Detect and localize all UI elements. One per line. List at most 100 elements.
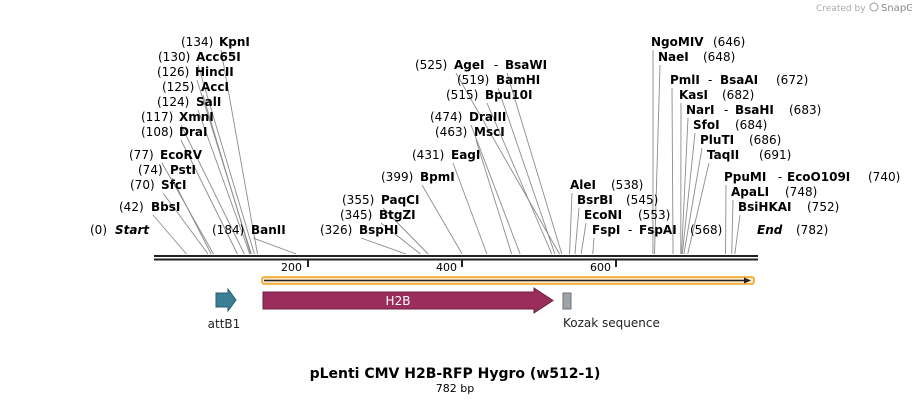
site-line-econi	[580, 222, 587, 255]
site-apali[interactable]: ApaLI	[731, 185, 769, 199]
site-pos-ecoo109i: (740)	[868, 170, 900, 184]
site-line-sfoi	[681, 132, 696, 255]
site-ecorv[interactable]: EcoRV	[160, 148, 203, 162]
site-pos-msci: (463)	[435, 125, 467, 139]
site-paqci[interactable]: PaqCI	[381, 193, 419, 207]
site-acci[interactable]: AccI	[201, 80, 229, 94]
kozak-box[interactable]	[562, 292, 572, 310]
site-lines	[152, 49, 741, 255]
snapgene-logo-icon	[869, 2, 879, 12]
site-banii[interactable]: BanII	[251, 223, 286, 237]
feature-h2b[interactable]: H2B	[262, 287, 554, 314]
site-line-agei	[455, 72, 560, 255]
feature-label-kozak: Kozak sequence	[563, 316, 660, 330]
site-pos-kpni: (134)	[181, 35, 213, 49]
site-bsphi[interactable]: BspHI	[359, 223, 398, 237]
site-acc65i[interactable]: Acc65I	[196, 50, 241, 64]
site-agei[interactable]: AgeI	[454, 58, 484, 72]
site-line-draiii	[470, 124, 521, 255]
site-line-sfci	[162, 192, 209, 255]
site-pos-bsahi: (683)	[789, 103, 821, 117]
site-bamhi[interactable]: BamHI	[496, 73, 540, 87]
site-bbsi[interactable]: BbsI	[151, 200, 180, 214]
site-line-bsphi	[360, 237, 406, 255]
site-eagi[interactable]: EagI	[451, 148, 480, 162]
site-line-eagi	[452, 162, 488, 255]
site-bsawi[interactable]: BsaWI	[505, 58, 547, 72]
site-bsrbi[interactable]: BsrBI	[577, 193, 613, 207]
feature-attb1[interactable]: attB1	[208, 287, 241, 331]
site-line-bamhi	[497, 87, 556, 255]
site-pos-sali: (124)	[157, 95, 189, 109]
site-pmli[interactable]: PmlI	[670, 73, 700, 87]
credit-brand: SnapGene	[881, 3, 912, 14]
site-pos-kasi: (682)	[722, 88, 754, 102]
site-xmni[interactable]: XmnI	[179, 110, 214, 124]
site-fspi[interactable]: FspI	[592, 223, 620, 237]
site-line-xmni	[180, 124, 245, 255]
site-ngomiv[interactable]: NgoMIV	[651, 35, 704, 49]
site-draiii[interactable]: DraIII	[469, 110, 506, 124]
feature-label-h2b: H2B	[386, 294, 411, 308]
site-naei[interactable]: NaeI	[658, 50, 689, 64]
tick-400: 400	[436, 260, 463, 274]
site-pos-hincii: (126)	[157, 65, 189, 79]
site-bsahi[interactable]: BsaHI	[735, 103, 774, 117]
site-line-acc65i	[197, 64, 255, 255]
site-line-bpmi	[421, 184, 463, 255]
attb1-arrow-icon[interactable]	[215, 287, 237, 313]
site-sfoi[interactable]: SfoI	[693, 118, 720, 132]
site-pluti[interactable]: PluTI	[700, 133, 734, 147]
site-kpni[interactable]: KpnI	[219, 35, 250, 49]
site-nari[interactable]: NarI	[686, 103, 715, 117]
map-subtitle: 782 bp	[436, 382, 474, 395]
site-ecoo109i[interactable]: EcoO109I	[787, 170, 850, 184]
site-pos-bamhi: (519)	[457, 73, 489, 87]
site-fspai[interactable]: FspAI	[639, 223, 677, 237]
site-pos-bsrbi: (545)	[626, 193, 658, 207]
site-line-sali	[197, 109, 251, 255]
site-econi[interactable]: EcoNI	[584, 208, 622, 222]
site-line-bsrbi	[574, 207, 580, 255]
site-ppumi[interactable]: PpuMI	[724, 170, 766, 184]
site-pos-pluti: (686)	[749, 133, 781, 147]
site-line-pmli	[671, 87, 674, 255]
site-pos-banii: (184)	[212, 223, 244, 237]
site-psti[interactable]: PstI	[170, 163, 196, 177]
site-alei[interactable]: AleI	[570, 178, 596, 192]
feature-kozak[interactable]: Kozak sequence	[562, 292, 660, 330]
site-bsaai[interactable]: BsaAI	[720, 73, 758, 87]
site-msci[interactable]: MscI	[474, 125, 505, 139]
site-btgzi[interactable]: BtgZI	[379, 208, 416, 222]
site-sep-agei: -	[494, 58, 498, 72]
h2b-arrow-icon[interactable]	[262, 287, 554, 314]
site-hincii[interactable]: HincII	[195, 65, 234, 79]
site-line-psti	[171, 177, 212, 255]
orf-arrow-icon	[744, 277, 751, 284]
site-line-bpu10i	[486, 102, 553, 255]
site-sfci[interactable]: SfcI	[161, 178, 186, 192]
feature-label-attb1: attB1	[208, 317, 241, 331]
site-pos-bsihkai: (752)	[807, 200, 839, 214]
credit-text: Created by	[816, 4, 866, 14]
site-bpu10i[interactable]: Bpu10I	[485, 88, 532, 102]
site-taqii[interactable]: TaqII	[707, 148, 739, 162]
site-pos-acc65i: (130)	[158, 50, 190, 64]
site-pos-eagi: (431)	[412, 148, 444, 162]
site-bpmi[interactable]: BpmI	[420, 170, 455, 184]
orf-bar[interactable]	[261, 276, 755, 285]
start-label: Start	[115, 223, 150, 237]
site-drai[interactable]: DraI	[179, 125, 207, 139]
site-sep-fspi: -	[628, 223, 632, 237]
start-pos: (0)	[90, 223, 107, 237]
site-sep-nari: -	[724, 103, 728, 117]
site-sali[interactable]: SalI	[196, 95, 221, 109]
site-pos-bbsi: (42)	[119, 200, 144, 214]
site-kasi[interactable]: KasI	[679, 88, 708, 102]
site-bsihkai[interactable]: BsiHKAI	[738, 200, 792, 214]
site-line-naei	[654, 64, 661, 255]
site-pos-sfci: (70)	[130, 178, 155, 192]
site-line-bsawi	[506, 72, 563, 255]
